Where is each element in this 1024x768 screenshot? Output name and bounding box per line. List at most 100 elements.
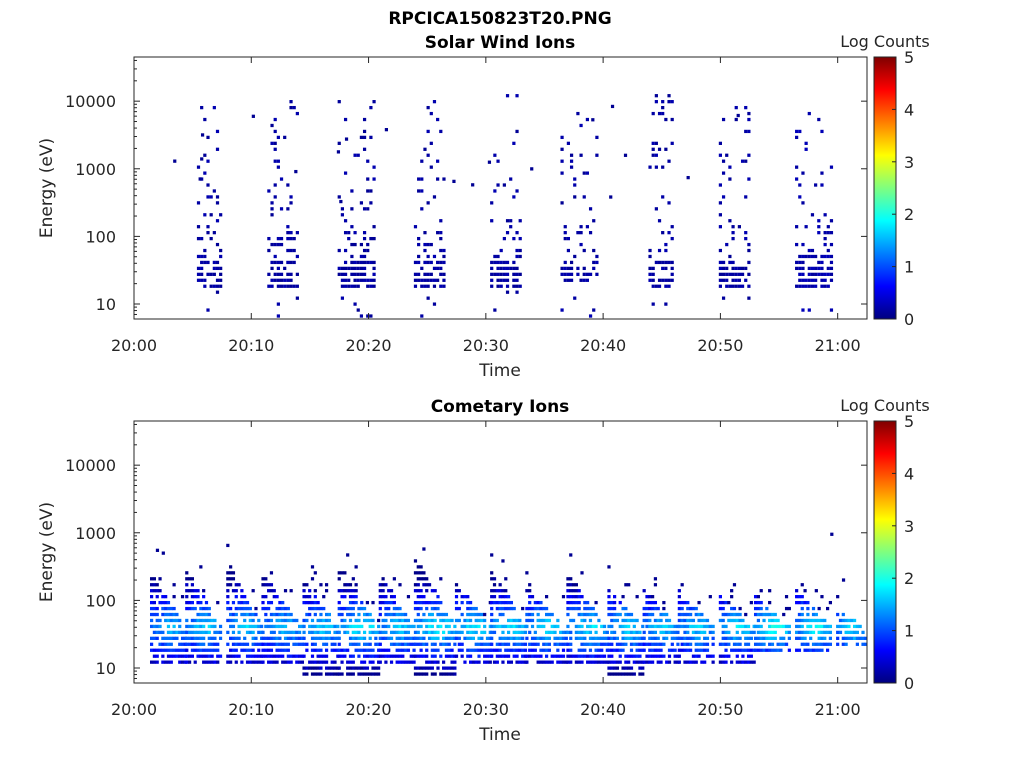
colorbar-tick-label: 4 (904, 100, 914, 119)
heatmap-cell (724, 630, 728, 635)
heatmap-cell (738, 642, 742, 646)
heatmap-cell (185, 630, 189, 635)
heatmap-cell (811, 612, 816, 617)
heatmap-cell (316, 606, 320, 611)
heatmap-cell (610, 612, 614, 617)
heatmap-cell (419, 577, 423, 581)
heatmap-cell (561, 654, 566, 658)
heatmap-cell (561, 642, 566, 646)
heatmap-cell (308, 606, 312, 611)
heatmap-cell (515, 290, 519, 294)
heatmap-cell (700, 648, 704, 652)
heatmap-cell (605, 648, 609, 652)
heatmap-cell (180, 595, 185, 599)
heatmap-cell (533, 630, 537, 635)
heatmap-cell (501, 595, 505, 599)
heatmap-cell (269, 618, 274, 623)
heatmap-cell (574, 660, 578, 664)
heatmap-cell (264, 642, 268, 646)
heatmap-cell (433, 648, 437, 652)
heatmap-cell (404, 630, 408, 635)
heatmap-cell (254, 642, 258, 646)
heatmap-cell (665, 624, 669, 629)
heatmap-cell (322, 642, 326, 646)
heatmap-cell (573, 296, 577, 300)
heatmap-cell (737, 225, 741, 229)
heatmap-cell (254, 612, 258, 617)
heatmap-cell (187, 636, 192, 640)
heatmap-cell (618, 654, 622, 658)
heatmap-cell (281, 660, 285, 664)
heatmap-cell (313, 600, 317, 605)
heatmap-cell (206, 231, 210, 235)
heatmap-cell (741, 630, 745, 635)
heatmap-cell (844, 618, 848, 623)
heatmap-cell (697, 648, 701, 652)
heatmap-cell (528, 630, 532, 635)
heatmap-cell (737, 272, 741, 276)
heatmap-cell (426, 201, 430, 205)
heatmap-cell (164, 606, 168, 611)
heatmap-cell (492, 624, 497, 629)
heatmap-cell (377, 642, 381, 646)
heatmap-cell (577, 624, 581, 629)
heatmap-cell (480, 642, 484, 646)
heatmap-cell (351, 595, 355, 599)
heatmap-cell (490, 648, 494, 652)
heatmap-cell (340, 589, 344, 593)
heatmap-cell (439, 600, 443, 605)
heatmap-cell (302, 600, 306, 605)
heatmap-cell (398, 660, 402, 664)
heatmap-cell (185, 589, 189, 593)
heatmap-cell (356, 284, 360, 288)
heatmap-cell (270, 141, 274, 145)
heatmap-cell (251, 589, 255, 593)
heatmap-cell (770, 618, 775, 623)
heatmap-cell (627, 624, 631, 629)
heatmap-cell (504, 642, 508, 646)
heatmap-cell (340, 624, 344, 629)
heatmap-cell (378, 606, 382, 611)
heatmap-cell (680, 612, 684, 617)
heatmap-cell (269, 642, 274, 646)
heatmap-cell (638, 636, 642, 640)
heatmap-cell (477, 654, 481, 658)
heatmap-cell (817, 117, 821, 122)
heatmap-cell (432, 302, 437, 306)
heatmap-cell (389, 612, 394, 617)
heatmap-cell (231, 654, 236, 658)
heatmap-cell (286, 630, 290, 635)
heatmap-cell (215, 147, 220, 151)
heatmap-cell (744, 231, 748, 235)
heatmap-cell (419, 606, 423, 611)
heatmap-cell (651, 111, 655, 116)
heatmap-cell (196, 618, 200, 623)
heatmap-cell (657, 147, 662, 151)
heatmap-cell (621, 648, 625, 652)
heatmap-cell (656, 648, 660, 652)
heatmap-cell (746, 636, 751, 640)
heatmap-cell (569, 600, 573, 605)
heatmap-cell (369, 260, 373, 265)
heatmap-cell (202, 624, 206, 629)
heatmap-cell (841, 612, 845, 617)
heatmap-cell (442, 630, 446, 635)
heatmap-cell (566, 595, 570, 599)
heatmap-cell (784, 624, 789, 629)
heatmap-cell (337, 589, 341, 593)
heatmap-cell (471, 660, 476, 664)
heatmap-cell (272, 595, 276, 599)
heatmap-cell (419, 571, 423, 575)
heatmap-cell (330, 642, 334, 646)
heatmap-cell (515, 129, 519, 134)
heatmap-cell (365, 654, 369, 658)
heatmap-cell (169, 606, 173, 611)
heatmap-cell (721, 117, 726, 122)
heatmap-cell (251, 642, 255, 646)
heatmap-cell (322, 654, 326, 658)
heatmap-cell (406, 595, 411, 599)
heatmap-cell (677, 636, 681, 640)
heatmap-cell (691, 606, 696, 611)
heatmap-cell (436, 606, 440, 611)
heatmap-cell (372, 278, 376, 282)
